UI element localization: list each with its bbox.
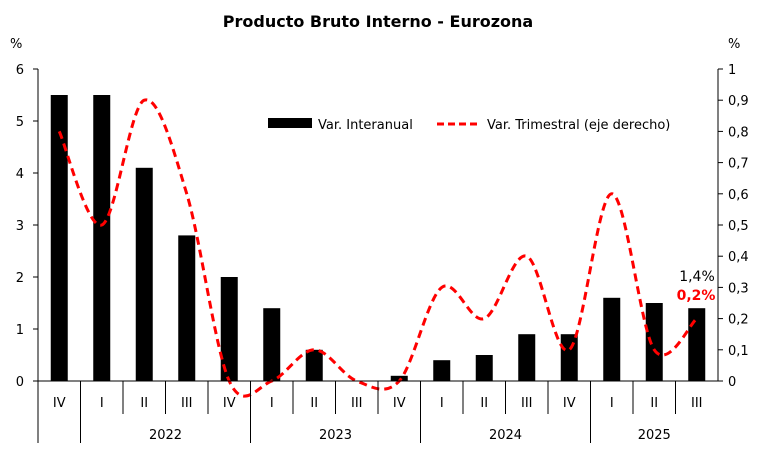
x-category-label: III — [181, 396, 193, 411]
bar — [305, 349, 323, 381]
x-category-label: I — [440, 396, 444, 411]
x-category-label: II — [140, 396, 148, 411]
bar — [603, 297, 621, 381]
y-right-tick-label: 0 — [728, 375, 736, 390]
y-right-tick-label: 0,1 — [728, 344, 749, 359]
y-left-unit-label: % — [10, 37, 22, 52]
y-right-tick-label: 0,6 — [728, 188, 749, 203]
y-right-tick-label: 0,8 — [728, 125, 749, 140]
x-category-label: IV — [223, 396, 236, 411]
y-right-tick-label: 0,2 — [728, 313, 749, 328]
x-category-label: I — [270, 396, 274, 411]
line-series-trimestral — [57, 98, 698, 398]
bar — [688, 308, 706, 381]
bar — [220, 277, 238, 381]
y-right-unit-label: % — [728, 37, 740, 52]
bar — [390, 375, 408, 381]
y-left-tick-label: 5 — [16, 115, 24, 130]
chart-title: Producto Bruto Interno - Eurozona — [223, 12, 533, 31]
x-category-label: III — [521, 396, 533, 411]
x-year-label: 2023 — [319, 428, 352, 443]
legend-label-trimestral: Var. Trimestral (eje derecho) — [487, 118, 670, 133]
x-category-label: II — [310, 396, 318, 411]
legend: Var. Interanual Var. Trimestral (eje der… — [268, 118, 670, 133]
bar — [50, 95, 68, 381]
trimestral-line-path — [57, 98, 698, 398]
bar — [560, 334, 578, 381]
bar-series-interanual — [50, 95, 706, 381]
x-year-label: 2025 — [638, 428, 671, 443]
y-right-tick-label: 0,3 — [728, 281, 749, 296]
annotation-interanual-last: 1,4% — [679, 269, 715, 285]
x-category-label: I — [610, 396, 614, 411]
y-right-tick-label: 0,4 — [728, 250, 749, 265]
x-category-label: II — [650, 396, 658, 411]
x-category-label: IV — [563, 396, 576, 411]
bar — [135, 167, 153, 381]
y-left-tick-label: 1 — [16, 323, 24, 338]
y-right-tick-label: 0,5 — [728, 219, 749, 234]
bar — [93, 95, 111, 381]
x-category-label: IV — [393, 396, 406, 411]
y-left-tick-label: 6 — [16, 63, 24, 78]
bar — [263, 308, 281, 381]
bar — [645, 303, 663, 381]
x-year-label: 2022 — [149, 428, 182, 443]
y-right-tick-label: 1 — [728, 63, 736, 78]
x-category-label: I — [100, 396, 104, 411]
x-year-label: 2024 — [489, 428, 522, 443]
bar — [475, 355, 493, 381]
y-right-tick-label: 0,7 — [728, 157, 749, 172]
x-category-label: III — [691, 396, 703, 411]
y-right-tick-label: 0,9 — [728, 94, 749, 109]
legend-bar-swatch — [268, 118, 312, 128]
y-left-tick-label: 2 — [16, 271, 24, 286]
annotation-trimestral-last: 0,2% — [677, 288, 716, 304]
x-category-label: II — [480, 396, 488, 411]
legend-label-interanual: Var. Interanual — [318, 118, 413, 133]
bar — [518, 334, 536, 381]
bar — [433, 360, 451, 381]
y-left-tick-label: 4 — [16, 167, 24, 182]
y-left-tick-label: 0 — [16, 375, 24, 390]
bar — [178, 235, 196, 381]
x-category-label: IV — [53, 396, 66, 411]
x-category-label: III — [351, 396, 363, 411]
y-left-tick-label: 3 — [16, 219, 24, 234]
